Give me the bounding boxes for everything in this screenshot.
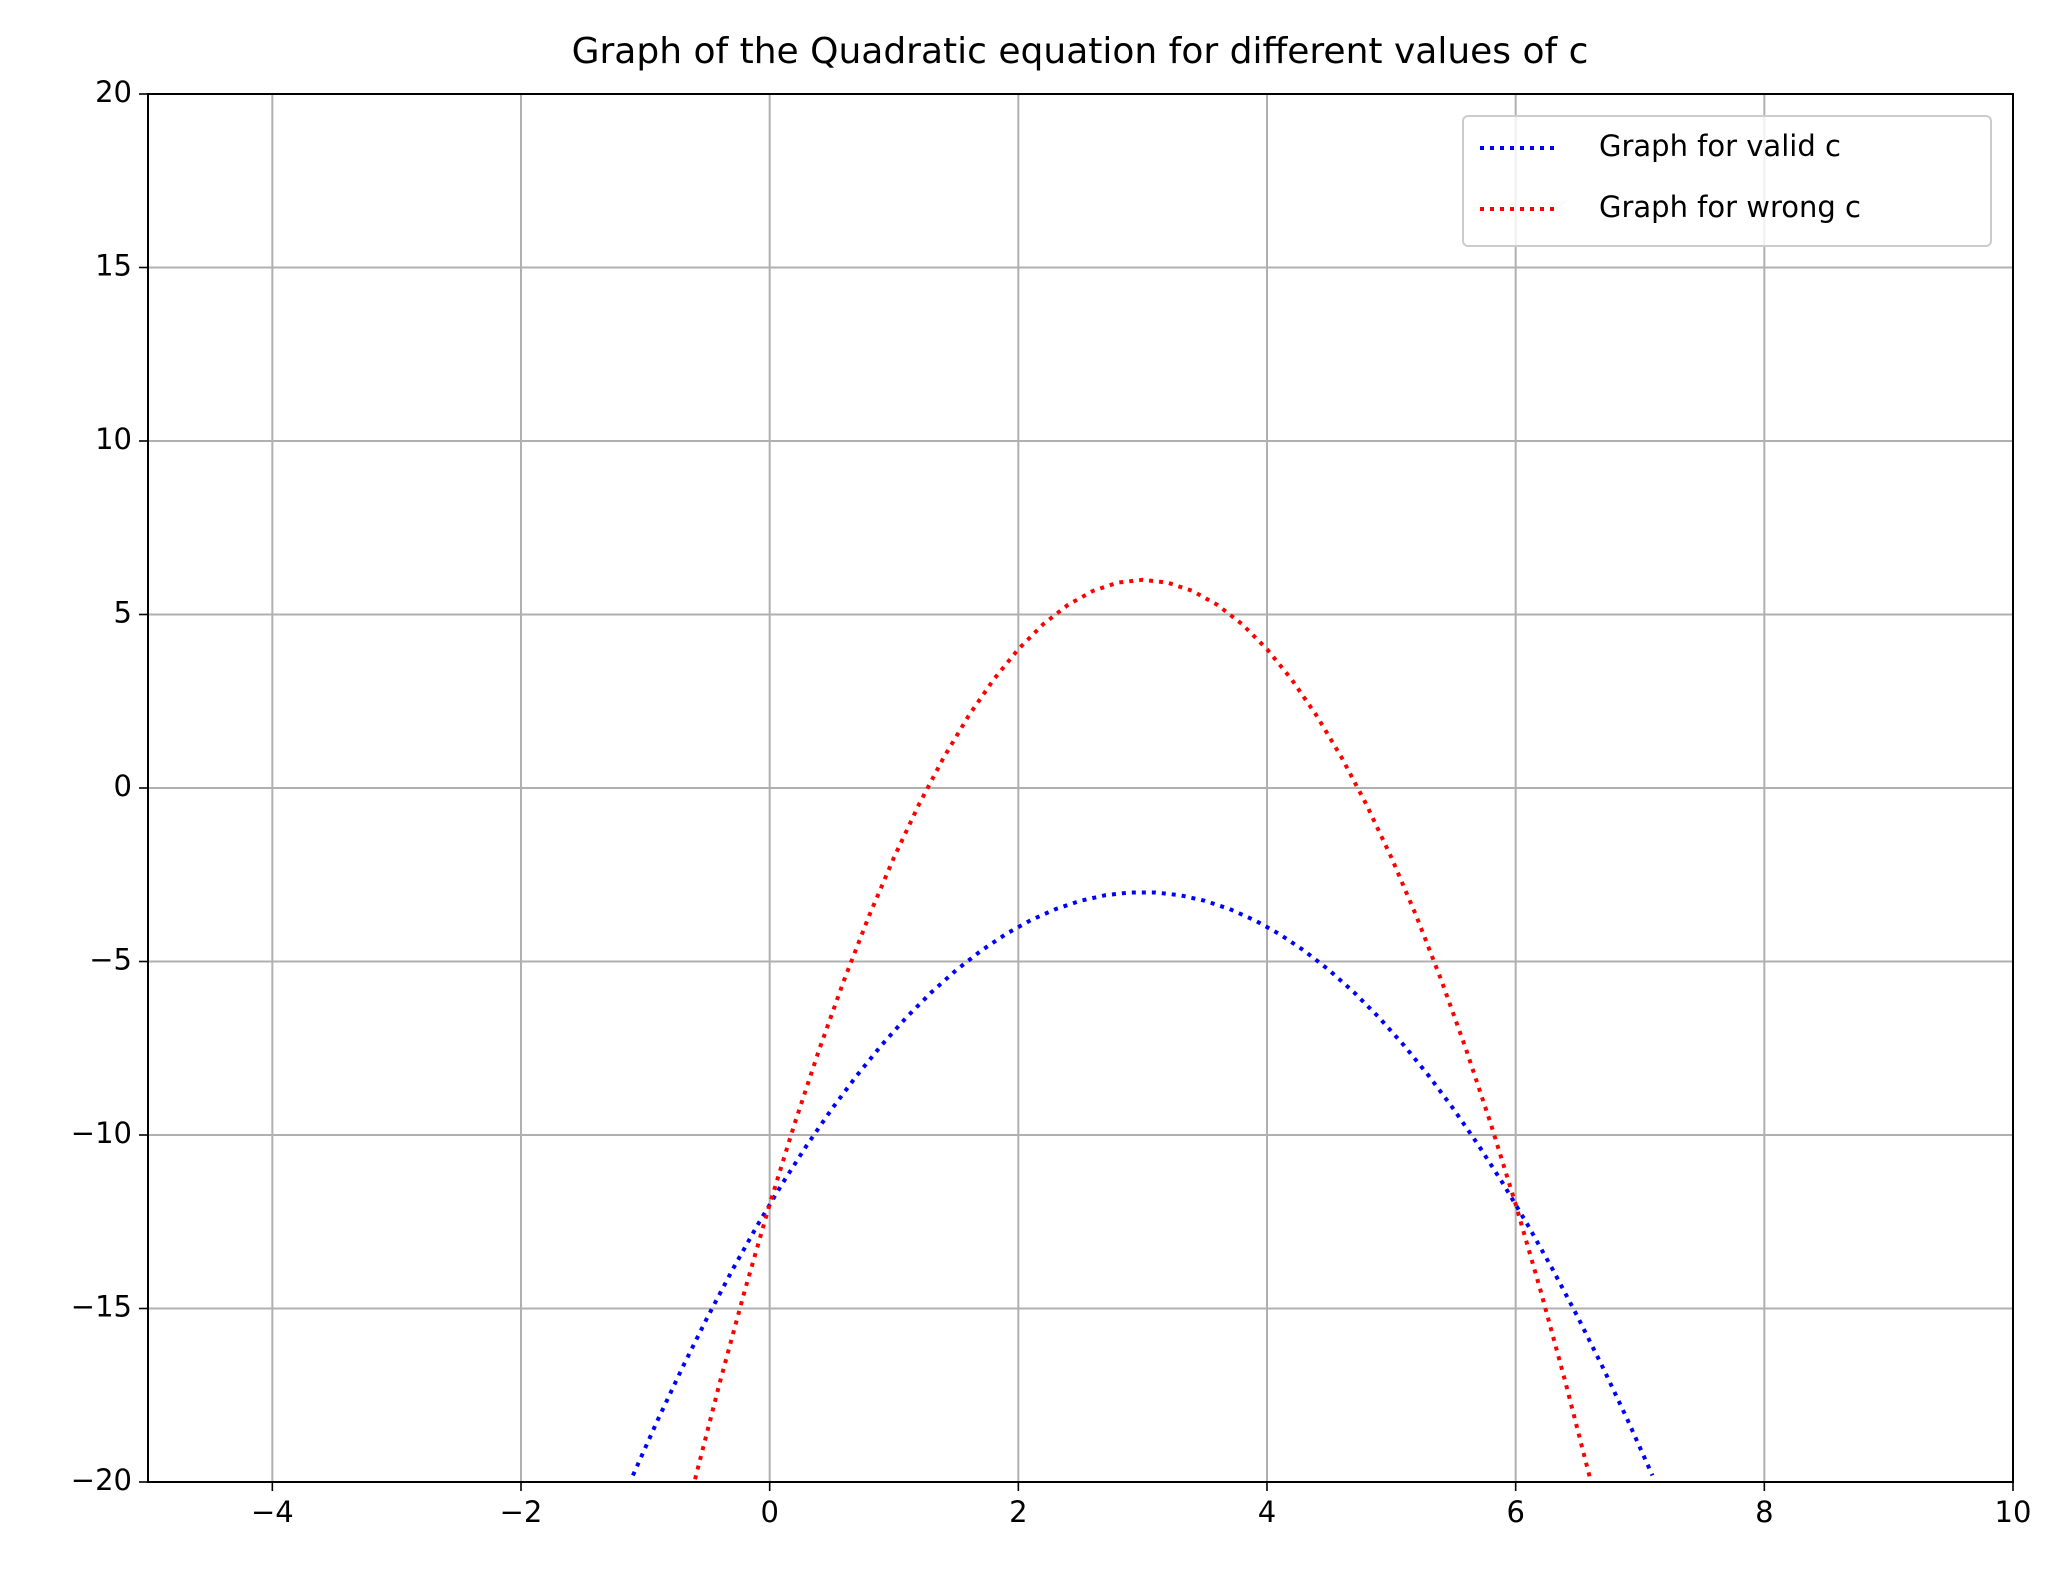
x-tick-label: 8 [1755, 1495, 1773, 1529]
x-tick-label: 0 [760, 1495, 778, 1529]
legend-label: Graph for wrong c [1599, 190, 1861, 224]
x-tick-label: −2 [500, 1495, 543, 1529]
series-line [631, 890, 1655, 1477]
legend-label: Graph for valid c [1599, 129, 1841, 163]
y-tick-label: −20 [71, 1463, 132, 1497]
y-tick-label: 20 [95, 75, 132, 109]
series-line [693, 577, 1593, 1480]
y-tick-label: 10 [95, 422, 132, 456]
legend-box [1462, 115, 1992, 247]
x-tick-label: 6 [1506, 1495, 1524, 1529]
x-tick-label: 10 [1995, 1495, 2032, 1529]
y-tick-label: 0 [114, 769, 132, 803]
x-tick-label: 4 [1258, 1495, 1276, 1529]
y-tick-label: 15 [95, 249, 132, 283]
axes-frame [147, 93, 2014, 1483]
y-tick-label: −5 [89, 943, 132, 977]
y-tick-label: −15 [71, 1290, 132, 1324]
x-tick-label: 2 [1009, 1495, 1027, 1529]
y-tick-label: 5 [114, 596, 132, 630]
y-tick-label: −10 [71, 1116, 132, 1150]
x-tick-label: −4 [251, 1495, 294, 1529]
chart-title: Graph of the Quadratic equation for diff… [572, 31, 1589, 72]
